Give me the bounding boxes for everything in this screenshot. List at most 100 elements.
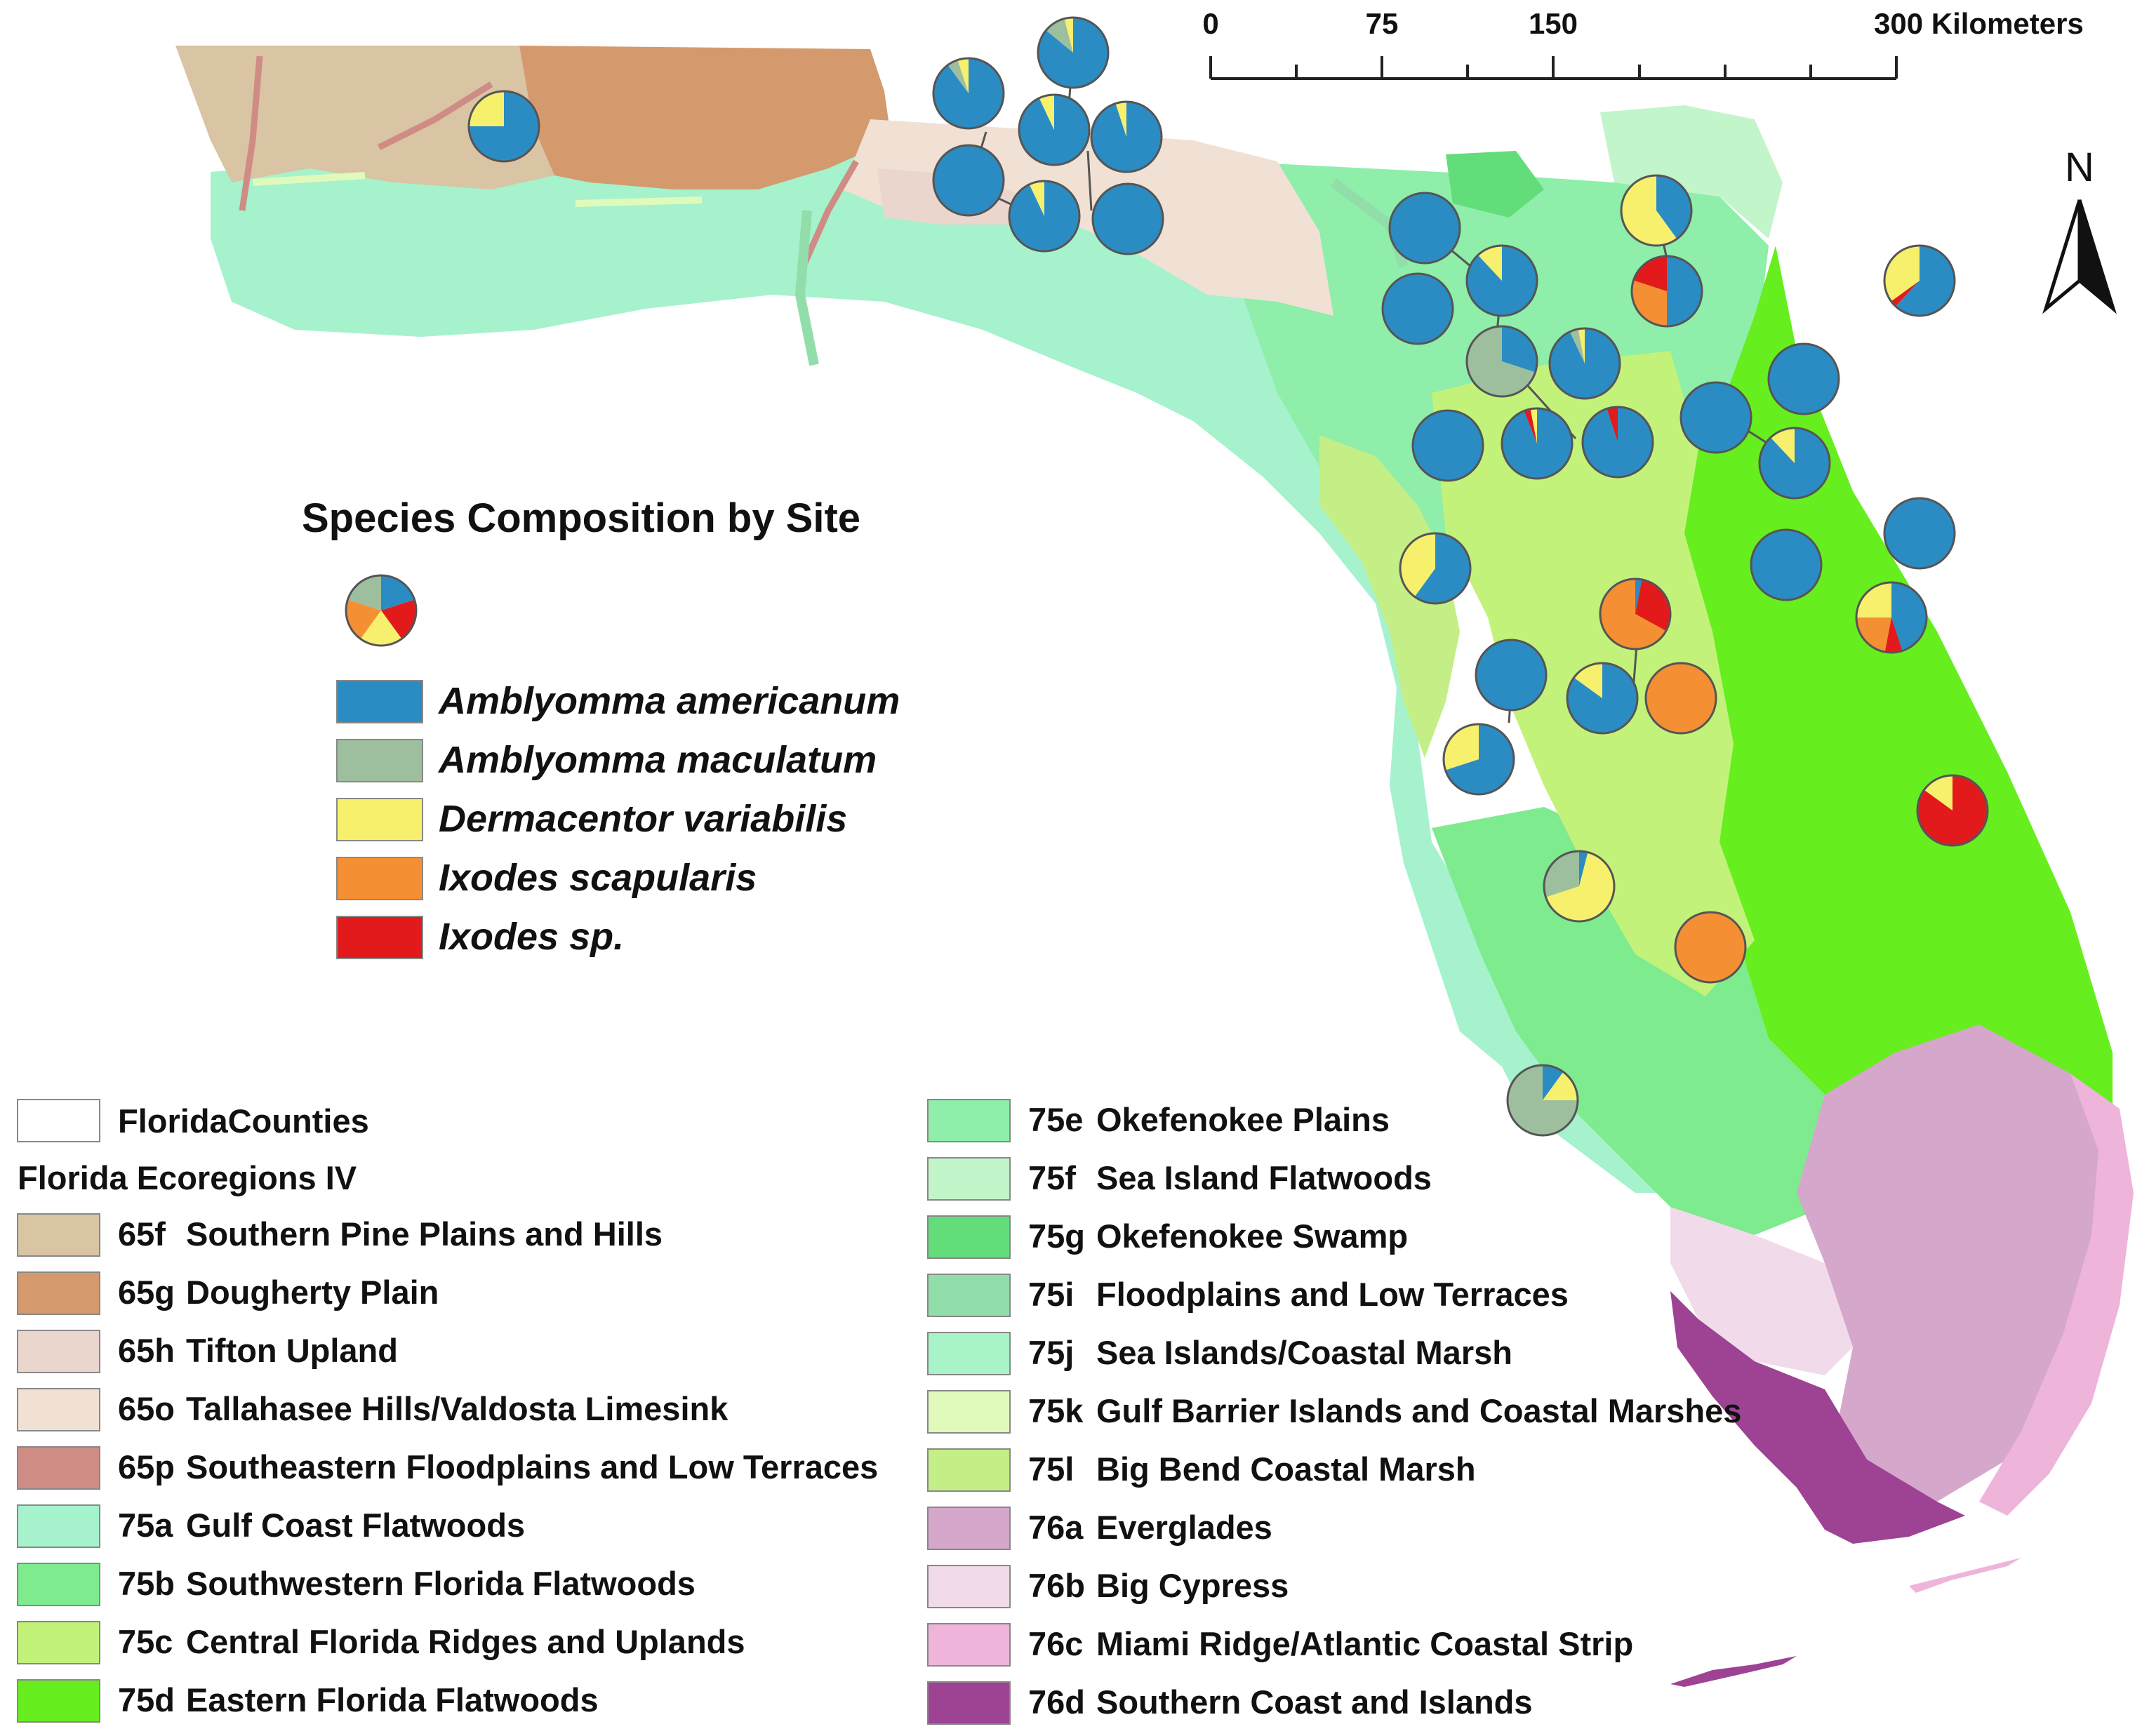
region-65f-southern-pine-plains bbox=[175, 46, 554, 189]
ecoregion-swatch bbox=[927, 1215, 1011, 1259]
pie-slice-isc bbox=[1856, 617, 1891, 653]
pie-slice-isc bbox=[1632, 280, 1667, 326]
pie-slice-aam bbox=[1549, 328, 1620, 399]
pie-slice-aam bbox=[933, 145, 1004, 215]
pie-slice-isc bbox=[1600, 579, 1666, 649]
species-legend-title: Species Composition by Site bbox=[302, 495, 860, 541]
region-76d-southern-coast bbox=[1670, 1291, 1965, 1544]
site-pie-s23 bbox=[1883, 244, 1956, 317]
pie-slice-aam bbox=[381, 575, 415, 610]
pie-outline bbox=[1855, 581, 1928, 654]
region-76a-everglades bbox=[1797, 1024, 2113, 1502]
ecoregion-code: 75d bbox=[118, 1681, 175, 1718]
ecoregion-legend-item: 76c Miami Ridge/Atlantic Coastal Strip bbox=[927, 1623, 1633, 1667]
site-pie-s15 bbox=[1548, 327, 1621, 400]
pie-slice-dva bbox=[1477, 246, 1502, 281]
ecoregion-code: 65g bbox=[118, 1274, 175, 1311]
scale-label-300: 300 Kilometers bbox=[1874, 7, 2084, 40]
pie-slice-dva bbox=[1064, 18, 1073, 53]
pie-slice-ama bbox=[347, 575, 381, 610]
pie-outline bbox=[1381, 272, 1454, 345]
ecoregion-name: Southwestern Florida Flatwoods bbox=[186, 1565, 696, 1602]
ecoregion-swatch bbox=[17, 1271, 100, 1315]
pie-outline bbox=[1883, 244, 1956, 317]
ecoregion-swatch bbox=[927, 1099, 1011, 1142]
site-pie-s08 bbox=[1091, 182, 1164, 255]
site-pie-s12 bbox=[1620, 174, 1693, 247]
species-legend-item: Ixodes sp. bbox=[336, 916, 624, 959]
site-pie-s27 bbox=[1599, 577, 1672, 650]
pie-slice-aam bbox=[1093, 184, 1163, 254]
pie-slice-dva bbox=[1884, 246, 1920, 302]
site-pie-s35 bbox=[1506, 1064, 1579, 1137]
region-75f-sea-island-flatwoods bbox=[1600, 105, 1783, 239]
region-65g-dougherty-plain bbox=[519, 46, 891, 189]
pie-slice-aam bbox=[1502, 326, 1537, 373]
pie-outline bbox=[1475, 639, 1548, 712]
pie-slice-dva bbox=[1621, 175, 1677, 246]
ecoregion-name: Okefenokee Swamp bbox=[1096, 1217, 1408, 1255]
species-label: Ixodes sp. bbox=[439, 916, 624, 958]
ecoregion-code: 65o bbox=[118, 1390, 175, 1427]
pie-slice-isc bbox=[1646, 663, 1716, 733]
site-pie-s24 bbox=[1399, 532, 1472, 605]
ecoregion-swatch bbox=[927, 1332, 1011, 1375]
pie-slice-aam bbox=[1579, 851, 1588, 886]
species-label: Ixodes scapularis bbox=[439, 857, 757, 899]
ecoregion-legend-item: 75f Sea Island Flatwoods bbox=[927, 1157, 1432, 1201]
pie-outline bbox=[1679, 381, 1752, 454]
pie-outline bbox=[1750, 528, 1823, 601]
pie-slice-aam bbox=[1891, 582, 1927, 651]
pie-slice-ama bbox=[1467, 326, 1536, 396]
pie-slice-aam bbox=[1383, 274, 1453, 344]
ecoregion-name: Southeastern Floodplains and Low Terrace… bbox=[186, 1448, 878, 1485]
ecoregion-code: 76a bbox=[1028, 1509, 1084, 1546]
counties-swatch bbox=[17, 1099, 100, 1142]
site-pie-s25 bbox=[1750, 528, 1823, 601]
pie-slice-aam bbox=[1390, 193, 1460, 263]
pie-slice-ama bbox=[1046, 18, 1073, 53]
pie-slice-dva bbox=[957, 58, 969, 93]
ecoregion-code: 75g bbox=[1028, 1217, 1085, 1255]
species-swatch bbox=[336, 739, 423, 782]
ecoregion-legend-item: 76b Big Cypress bbox=[927, 1565, 1289, 1608]
ecoregion-legend-item: 75k Gulf Barrier Islands and Coastal Mars… bbox=[927, 1390, 1741, 1434]
ecoregion-legend-item: 75j Sea Islands/Coastal Marsh bbox=[927, 1332, 1512, 1375]
ecoregion-swatch bbox=[17, 1388, 100, 1431]
pie-slice-dva bbox=[1856, 582, 1891, 617]
pie-outline bbox=[1008, 180, 1081, 253]
pie-slice-aam bbox=[1681, 382, 1751, 453]
ecoregion-name: Gulf Barrier Islands and Coastal Marshes bbox=[1096, 1392, 1741, 1429]
pie-slice-dva bbox=[1543, 1071, 1578, 1100]
pie-slice-aam bbox=[1751, 530, 1821, 600]
ecoregion-swatch bbox=[17, 1330, 100, 1373]
north-arrow-fill-icon bbox=[2077, 199, 2117, 314]
pie-outline bbox=[1566, 662, 1639, 735]
site-pie-s01 bbox=[467, 90, 540, 163]
pie-slice-ama bbox=[1544, 851, 1579, 897]
pie-slice-aam bbox=[1467, 246, 1537, 316]
pie-outline bbox=[1581, 406, 1654, 479]
ecoregion-legend-item: 65o Tallahasee Hills/Valdosta Limesink bbox=[17, 1388, 729, 1431]
pie-slice-dva bbox=[1029, 181, 1044, 216]
site-pie-s02 bbox=[1037, 16, 1110, 89]
ecoregion-swatch bbox=[17, 1563, 100, 1606]
scale-bar: 0 75 150 300 Kilometers bbox=[1202, 7, 2084, 80]
pie-outline bbox=[1644, 662, 1717, 735]
site-pie-s33 bbox=[1543, 850, 1616, 923]
example-pie bbox=[345, 574, 418, 647]
ecoregion-swatch bbox=[927, 1274, 1011, 1317]
pie-slice-aam bbox=[1884, 498, 1955, 568]
region-76b-big-cypress bbox=[1670, 1207, 1853, 1375]
pie-slice-dva bbox=[1115, 102, 1126, 137]
pie-outline bbox=[1037, 16, 1110, 89]
pie-outline bbox=[1090, 100, 1163, 173]
ecoregions-title: Florida Ecoregions IV bbox=[18, 1159, 357, 1196]
region-75b-southwestern-flatwoods bbox=[1432, 807, 1895, 1263]
ecoregion-swatch bbox=[927, 1681, 1011, 1725]
ecoregion-code: 76d bbox=[1028, 1683, 1085, 1721]
region-75g-okefenokee-swamp bbox=[1446, 151, 1544, 218]
pie-slice-aam bbox=[1635, 579, 1642, 614]
site-pie-s26 bbox=[1855, 581, 1928, 654]
pie-outline bbox=[345, 574, 418, 647]
